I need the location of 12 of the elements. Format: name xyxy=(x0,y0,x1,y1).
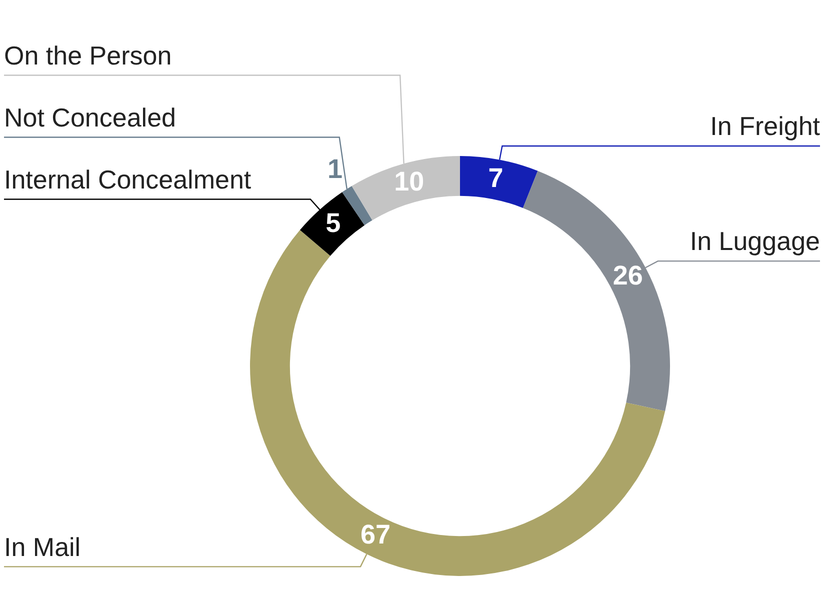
slice-label: In Freight xyxy=(710,111,821,142)
slice-label: Not Concealed xyxy=(4,102,176,132)
data-label: 7 xyxy=(488,162,504,193)
data-label: 10 xyxy=(394,166,424,196)
data-label: 67 xyxy=(360,520,391,550)
data-label: 26 xyxy=(612,260,643,290)
slice-label: Internal Concealment xyxy=(4,164,252,194)
slice-label: In Luggage xyxy=(690,226,820,256)
data-label: 1 xyxy=(328,154,343,184)
slice-label: In Mail xyxy=(4,532,81,562)
slice-label: On the Person xyxy=(4,40,172,70)
data-label: 5 xyxy=(326,208,341,238)
